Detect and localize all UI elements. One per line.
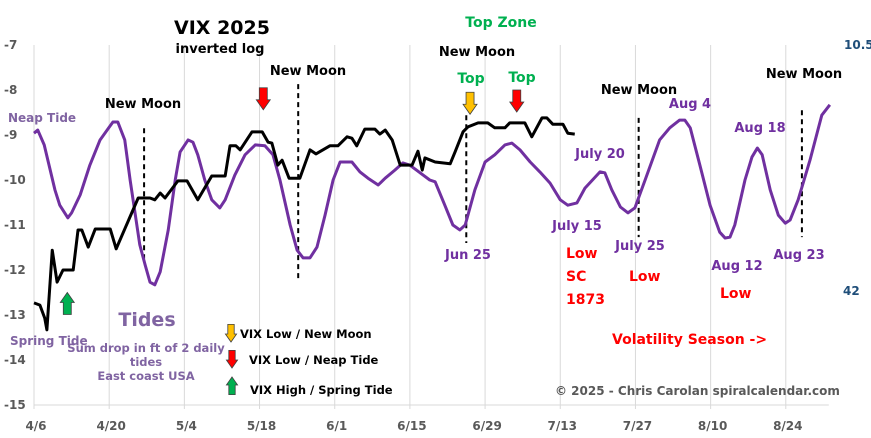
legend-arrow-neap-tide bbox=[225, 349, 239, 369]
y-tick-label: -15 bbox=[4, 398, 26, 412]
neap-tide-label: Neap Tide bbox=[8, 111, 76, 125]
new-moon-label-4: New Moon bbox=[601, 83, 677, 98]
arrow-down-icon bbox=[462, 91, 478, 115]
y-tick-label: -10 bbox=[4, 173, 26, 187]
y-tick-label: -14 bbox=[4, 353, 26, 367]
y-tick-label: -11 bbox=[4, 218, 26, 232]
arrow-down-icon bbox=[224, 323, 238, 343]
y-tick-label: -9 bbox=[4, 128, 17, 142]
sc-year-label: 1873 bbox=[566, 292, 605, 308]
y-tick-label: -13 bbox=[4, 308, 26, 322]
aug23-label: Aug 23 bbox=[773, 248, 824, 263]
legend-arrow-spring-tide bbox=[225, 376, 239, 396]
new-moon-label-2: New Moon bbox=[270, 64, 346, 79]
legend: VIX Low / New Moon VIX Low / Neap Tide V… bbox=[224, 323, 393, 397]
arrow-down-icon bbox=[225, 349, 239, 369]
top-zone-label: Top Zone bbox=[465, 15, 536, 31]
right-axis-label-top: 10.5 bbox=[844, 38, 871, 52]
low-label-3: Low bbox=[720, 286, 752, 302]
right-axis-label-bottom: 42 bbox=[843, 284, 860, 298]
legend-label-new-moon: VIX Low / New Moon bbox=[240, 327, 372, 341]
aug12-label: Aug 12 bbox=[711, 259, 762, 274]
arrow-up-icon bbox=[59, 291, 76, 315]
sc-label: SC bbox=[566, 269, 586, 285]
x-tick-label: 7/13 bbox=[548, 419, 577, 433]
arrow-down-icon bbox=[508, 89, 525, 113]
x-tick-label: 8/24 bbox=[773, 419, 802, 433]
x-tick-label: 4/6 bbox=[25, 419, 46, 433]
tides-desc-2: tides bbox=[130, 355, 162, 369]
y-axis: -7 -8 -9 -10 -11 -12 -13 -14 -15 bbox=[4, 38, 26, 412]
y-tick-label: -12 bbox=[4, 263, 26, 277]
tides-desc-1: Sum drop in ft of 2 daily bbox=[67, 341, 225, 355]
tides-title: Tides bbox=[118, 309, 175, 331]
arrow-down-icon bbox=[255, 87, 272, 111]
gridlines bbox=[33, 45, 829, 409]
new-moon-label-5: New Moon bbox=[766, 67, 842, 82]
july25-label: July 25 bbox=[614, 239, 665, 254]
x-tick-label: 6/15 bbox=[397, 419, 426, 433]
legend-label-neap-tide: VIX Low / Neap Tide bbox=[249, 353, 379, 367]
new-moon-lines bbox=[143, 84, 803, 279]
top-label-1: Top bbox=[457, 71, 484, 87]
y-tick-label: -7 bbox=[4, 38, 17, 52]
x-tick-label: 5/4 bbox=[176, 419, 197, 433]
low-label-1: Low bbox=[566, 246, 598, 262]
july15-label: July 15 bbox=[551, 219, 602, 234]
chart-subtitle: inverted log bbox=[176, 42, 265, 57]
x-tick-label: 6/29 bbox=[472, 419, 501, 433]
legend-arrow-new-moon bbox=[224, 323, 238, 343]
series-line-vix bbox=[33, 116, 575, 332]
new-moon-label-3: New Moon bbox=[439, 45, 515, 60]
aug18-label: Aug 18 bbox=[734, 121, 785, 136]
series bbox=[33, 103, 832, 332]
low-label-2: Low bbox=[629, 269, 661, 285]
aug4-label: Aug 4 bbox=[669, 97, 711, 112]
top-label-2: Top bbox=[508, 70, 535, 86]
x-tick-label: 8/10 bbox=[698, 419, 727, 433]
x-tick-label: 7/27 bbox=[623, 419, 652, 433]
july20-label: July 20 bbox=[574, 147, 625, 162]
copyright: © 2025 - Chris Carolan spiralcalendar.co… bbox=[555, 384, 840, 398]
x-tick-label: 5/18 bbox=[247, 419, 276, 433]
x-tick-label: 6/1 bbox=[326, 419, 347, 433]
new-moon-label-1: New Moon bbox=[105, 97, 181, 112]
y-tick-label: -8 bbox=[4, 83, 17, 97]
volatility-season-label: Volatility Season -> bbox=[612, 332, 767, 348]
spring-tide-label: Spring Tide bbox=[10, 334, 88, 348]
arrows bbox=[59, 87, 525, 315]
x-axis: 4/6 4/20 5/4 5/18 6/1 6/15 6/29 7/13 7/27 8/10 8/2… bbox=[25, 419, 802, 433]
arrow-up-icon bbox=[225, 376, 239, 396]
chart-title: VIX 2025 bbox=[174, 17, 270, 39]
legend-label-spring-tide: VIX High / Spring Tide bbox=[250, 383, 393, 397]
x-tick-label: 4/20 bbox=[96, 419, 125, 433]
jun25-label: Jun 25 bbox=[444, 248, 491, 263]
tides-desc-3: East coast USA bbox=[97, 369, 194, 383]
